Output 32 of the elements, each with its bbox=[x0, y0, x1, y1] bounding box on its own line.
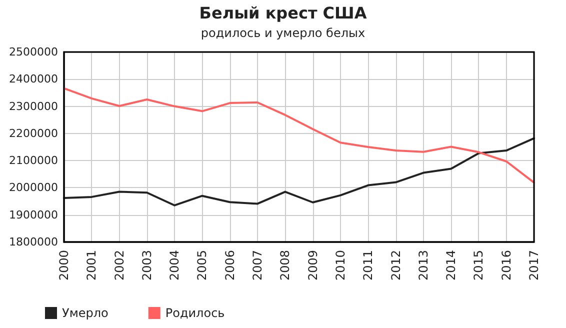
x-tick-label: 2003 bbox=[140, 250, 154, 281]
x-tick-label: 2017 bbox=[527, 250, 541, 281]
y-tick-label: 2200000 bbox=[9, 126, 58, 140]
y-tick-label: 2300000 bbox=[9, 100, 58, 113]
x-tick-label: 2016 bbox=[499, 250, 514, 281]
y-tick-label: 2100000 bbox=[9, 154, 58, 168]
x-tick-label: 2001 bbox=[84, 250, 99, 281]
x-tick-label: 2004 bbox=[168, 250, 182, 281]
x-tick-label: 2005 bbox=[195, 250, 210, 281]
chart-title: Белый крест США bbox=[199, 4, 368, 22]
x-tick-label: 2011 bbox=[361, 250, 376, 281]
x-tick-label: 2010 bbox=[333, 250, 348, 281]
line-series bbox=[63, 137, 535, 206]
line-series bbox=[63, 87, 535, 184]
legend-label: Умерло bbox=[62, 306, 108, 320]
y-tick-label: 2400000 bbox=[9, 72, 58, 86]
x-tick-label: 2008 bbox=[278, 250, 292, 281]
x-tick-label: 2012 bbox=[388, 250, 403, 281]
x-tick-label: 2006 bbox=[222, 250, 237, 281]
y-tick-label: 2500000 bbox=[9, 46, 58, 58]
x-tick-label: 2000 bbox=[57, 250, 71, 281]
x-tick-label: 2014 bbox=[444, 250, 458, 281]
y-tick-label: 1800000 bbox=[9, 236, 58, 248]
x-tick-label: 2013 bbox=[416, 250, 430, 281]
x-tick-label: 2002 bbox=[112, 250, 126, 281]
x-tick-label: 2009 bbox=[306, 250, 320, 281]
x-tick-label: 2007 bbox=[250, 250, 265, 281]
y-tick-label: 1900000 bbox=[9, 208, 58, 222]
legend-label: Родилось bbox=[165, 306, 225, 320]
y-tick-label: 2000000 bbox=[9, 181, 58, 194]
chart-subtitle: родилось и умерло белых bbox=[200, 26, 366, 40]
x-tick-label: 2015 bbox=[472, 250, 486, 281]
